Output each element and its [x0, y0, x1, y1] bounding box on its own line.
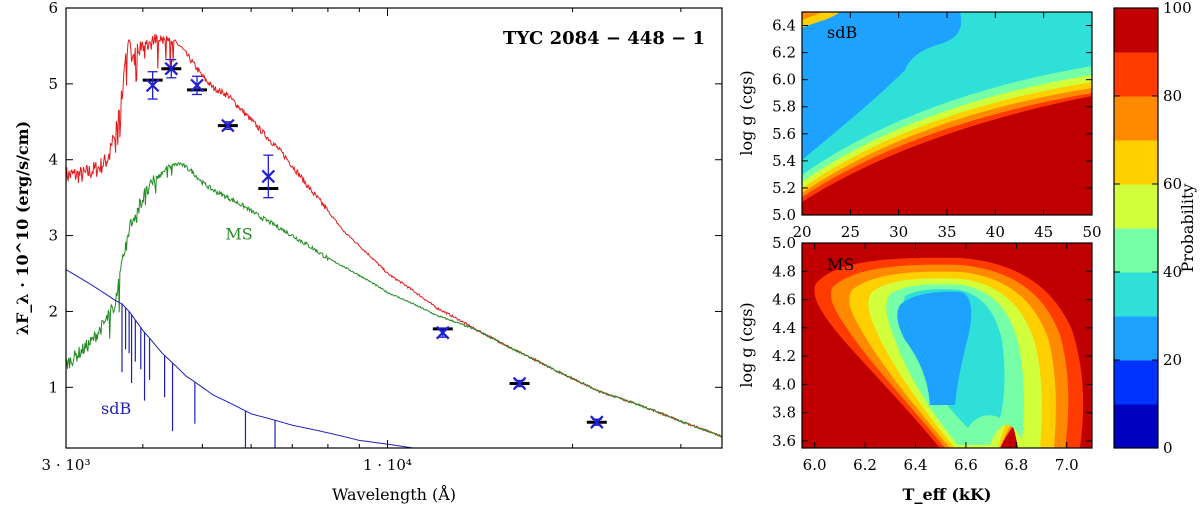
ms-y-axis-title: log g (cgs) [737, 302, 756, 387]
sed-axis-ticks: 1 2 3 4 5 6 3 · 10³ 1 · 10⁴ [42, 0, 722, 474]
observed-flux-marker [190, 78, 204, 93]
ms-contour-panel: 3.6 3.8 4.0 4.2 4.4 4.6 4.8 5.0 6.0 6.2 6.4 6.6 6.8 7… [737, 234, 1093, 504]
ms-contour-fill [802, 243, 1092, 448]
ms-y-tick-label: 4.6 [772, 291, 796, 309]
sdb-x-tick-label: 30 [889, 223, 908, 241]
sed-plot-area [66, 8, 722, 448]
ms-level-blue [897, 291, 972, 405]
colorbar-tick-label: 20 [1163, 351, 1182, 369]
colorbar: 0 20 40 60 80 100 Probability [1113, 0, 1197, 457]
sed-y-tick-label: 2 [48, 302, 58, 320]
ms-y-tick-label: 3.8 [772, 404, 796, 422]
sed-photometry [142, 58, 607, 429]
observed-flux-marker [590, 415, 604, 429]
sdb-curve-label: sdB [101, 399, 131, 418]
observed-flux-marker [261, 169, 276, 184]
sdb-contour-panel: 5.0 5.2 5.4 5.6 5.8 6.0 6.2 6.4 20 25 30 35 40 45 50 s… [737, 11, 1102, 241]
sdb-x-tick-label: 35 [937, 223, 956, 241]
ms-panel-label: MS [827, 255, 854, 274]
colorbar-ticks: 0 20 40 60 80 100 [1114, 0, 1192, 457]
sed-curve-sdB [66, 269, 722, 448]
sdb-x-tick-label: 50 [1082, 223, 1101, 241]
sed-x-axis-title: Wavelength (Å) [332, 484, 456, 504]
ms-y-tick-label: 4.2 [772, 347, 796, 365]
sdb-y-tick-label: 5.0 [772, 206, 796, 224]
ms-axis-ticks: 3.6 3.8 4.0 4.2 4.4 4.6 4.8 5.0 6.0 6.2 6.4 6.6 6.8 7… [772, 234, 1092, 474]
ms-x-tick-label: 6.0 [803, 456, 827, 474]
ms-x-tick-label: 6.8 [1004, 456, 1028, 474]
colorbar-label: Probability [1178, 184, 1197, 273]
sed-curves [66, 33, 722, 448]
colorbar-level [1114, 404, 1158, 449]
sed-curve-MS [66, 161, 722, 438]
sed-y-tick-label: 5 [48, 75, 58, 93]
colorbar-level [1114, 228, 1158, 273]
sed-x-tick-label: 1 · 10⁴ [363, 456, 412, 474]
colorbar-level [1114, 96, 1158, 141]
sed-y-tick-label: 4 [48, 151, 58, 169]
sdb-x-tick-label: 25 [841, 223, 860, 241]
colorbar-level [1114, 272, 1158, 317]
colorbar-tick-label: 60 [1163, 175, 1182, 193]
ms-y-tick-label: 3.6 [772, 432, 796, 450]
sed-y-axis-title: λF_λ · 10^10 (erg/s/cm) [13, 121, 32, 335]
sdb-corner-orange [802, 12, 822, 20]
ms-x-axis-title: T_eff (kK) [903, 485, 992, 504]
colorbar-level [1114, 52, 1158, 97]
sdb-x-tick-label: 40 [986, 223, 1005, 241]
sdb-y-axis-title: log g (cgs) [737, 70, 756, 155]
ms-x-tick-label: 6.4 [904, 456, 928, 474]
ms-y-tick-label: 4.8 [772, 262, 796, 280]
ms-frame [801, 242, 1093, 449]
ms-x-tick-label: 6.6 [954, 456, 978, 474]
observed-flux-marker [145, 78, 160, 93]
observed-flux-marker [164, 61, 179, 76]
sdb-y-tick-label: 5.8 [772, 98, 796, 116]
colorbar-level [1114, 184, 1158, 229]
colorbar-tick-label: 80 [1163, 87, 1182, 105]
sdb-y-tick-label: 6.4 [772, 17, 796, 35]
sdb-level-red [802, 96, 1092, 215]
sdb-y-tick-label: 5.6 [772, 125, 796, 143]
colorbar-level [1114, 140, 1158, 185]
sdb-panel-label: sdB [827, 23, 857, 42]
sdb-x-tick-label: 45 [1034, 223, 1053, 241]
ms-x-tick-label: 7.0 [1055, 456, 1079, 474]
colorbar-tick-label: 100 [1163, 0, 1192, 17]
ms-y-tick-label: 5.0 [772, 234, 796, 252]
colorbar-frame [1113, 7, 1159, 449]
colorbar-levels [1114, 8, 1158, 449]
sed-title: TYC 2084 − 448 − 1 [503, 28, 705, 49]
colorbar-tick-label: 40 [1163, 263, 1182, 281]
ms-y-tick-label: 4.0 [772, 375, 796, 393]
colorbar-tick-label: 0 [1163, 439, 1173, 457]
sed-y-tick-label: 3 [48, 227, 58, 245]
sdb-level-blue [802, 12, 962, 160]
ms-x-tick-label: 6.2 [853, 456, 877, 474]
sed-y-tick-label: 6 [48, 0, 58, 17]
sed-y-tick-label: 1 [48, 378, 58, 396]
observed-flux-marker [221, 118, 235, 133]
sdb-axis-ticks: 5.0 5.2 5.4 5.6 5.8 6.0 6.2 6.4 20 25 30 35 40 45 50 [772, 12, 1102, 241]
colorbar-level [1114, 8, 1158, 53]
sdb-y-tick-label: 6.0 [772, 71, 796, 89]
colorbar-level [1114, 316, 1158, 361]
sdb-y-tick-label: 6.2 [772, 44, 796, 62]
sed-frame [65, 7, 723, 449]
sdb-y-tick-label: 5.2 [772, 179, 796, 197]
ms-curve-label: MS [225, 224, 252, 243]
sed-x-tick-label: 3 · 10³ [42, 456, 91, 474]
colorbar-level [1114, 360, 1158, 405]
ms-y-tick-label: 4.4 [772, 319, 796, 337]
sdb-x-tick-label: 20 [792, 223, 811, 241]
sdb-contour-fill [802, 12, 1092, 215]
observed-flux-marker [435, 325, 450, 340]
observed-flux-marker [512, 376, 527, 391]
sdb-y-tick-label: 5.4 [772, 152, 796, 170]
